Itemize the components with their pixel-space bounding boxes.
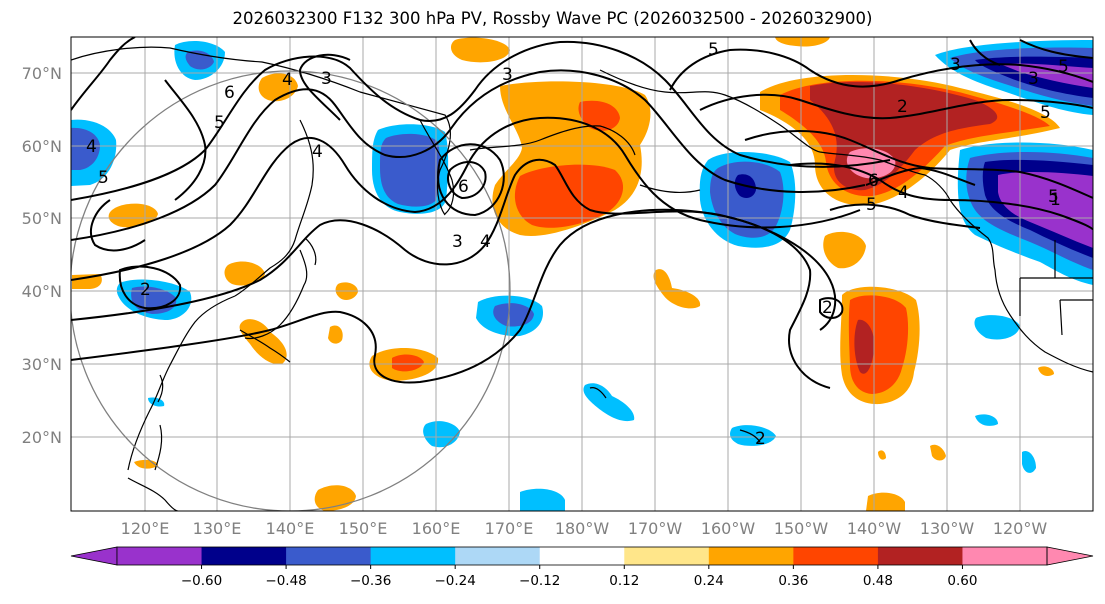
contour-label: 5 <box>214 113 225 133</box>
lon-label: 180°W <box>555 519 610 538</box>
lon-label: 130°W <box>920 519 975 538</box>
colorbar-bin <box>624 547 710 565</box>
longitude-labels: 120°E 130°E 140°E 150°E 160°E 170°E 180°… <box>121 519 1048 538</box>
lon-label: 160°E <box>412 519 461 538</box>
contour-labels: 5 6 5 4 3 2 3 4 5 6 5 4 3 3 4 5 6 2 2 2 … <box>86 40 1069 449</box>
contour-label: 4 <box>312 142 323 162</box>
positive-anomaly-small <box>72 37 1054 511</box>
colorbar-bin <box>877 547 963 565</box>
colorbar-tick-label: −0.60 <box>181 573 222 589</box>
positive-anomaly-subtropical <box>840 286 920 405</box>
colorbar-tick-label: −0.12 <box>519 573 560 589</box>
lon-label: 130°E <box>193 519 242 538</box>
contour-label: 5 <box>708 40 719 60</box>
contour-label: 6 <box>224 83 235 103</box>
lon-label: 150°E <box>339 519 388 538</box>
positive-anomaly-westpac <box>492 81 651 236</box>
colorbar-bin <box>286 547 372 565</box>
colorbar-bin <box>201 547 287 565</box>
colorbar-under-arrow <box>70 546 118 566</box>
colorbar-tick-label: 0.36 <box>778 573 808 589</box>
contour-label: 2 <box>897 97 908 117</box>
map-frame <box>70 36 1094 512</box>
lat-label: 60°N <box>22 137 62 156</box>
contour-label: 4 <box>480 232 491 252</box>
contour-label: 3 <box>950 55 961 75</box>
lat-label: 30°N <box>22 355 62 374</box>
colorbar-bin <box>455 547 541 565</box>
lat-label: 20°N <box>22 428 62 447</box>
contour-label: 5 <box>866 195 877 215</box>
colorbar-tick-label: −0.36 <box>350 573 391 589</box>
colorbar-bin <box>370 547 456 565</box>
contour-label: 4 <box>282 70 293 90</box>
lon-label: 140°W <box>847 519 902 538</box>
colorbar-tick-label: 0.24 <box>694 573 724 589</box>
contour-label: 3 <box>452 232 463 252</box>
latitude-labels: 70°N 60°N 50°N 40°N 30°N 20°N <box>22 64 62 447</box>
lon-label: 160°W <box>701 519 756 538</box>
lon-label: 120°E <box>121 519 170 538</box>
lon-label: 150°W <box>774 519 829 538</box>
contour-label: 2 <box>140 280 151 300</box>
lon-label: 170°E <box>485 519 534 538</box>
colorbar-bin <box>539 547 625 565</box>
contour-label: 5 <box>98 168 109 188</box>
positive-anomaly-alaska <box>760 75 1060 206</box>
contour-label: 5 <box>1048 187 1059 207</box>
lat-label: 40°N <box>22 282 62 301</box>
negative-anomaly-okhotsk <box>372 124 449 214</box>
contour-label: 6 <box>458 177 469 197</box>
colorbar-bin <box>708 547 794 565</box>
pv-contours <box>71 37 1093 389</box>
colorbar-tick-label: 0.48 <box>863 573 893 589</box>
colorbar-over-arrow <box>1046 546 1094 566</box>
contour-label: 4 <box>898 183 909 203</box>
contour-label: 4 <box>86 137 97 157</box>
contour-label: 2 <box>822 298 833 318</box>
contour-label: 6 <box>868 171 879 191</box>
contour-label: 3 <box>321 69 332 89</box>
lon-label: 120°W <box>993 519 1048 538</box>
lon-label: 170°W <box>628 519 683 538</box>
negative-anomaly-arctic <box>935 40 1093 115</box>
contour-label: 3 <box>1028 69 1039 89</box>
pv-anomaly-shading <box>71 37 1093 511</box>
map-title: 2026032300 F132 300 hPa PV, Rossby Wave … <box>232 9 873 28</box>
contour-label: 3 <box>502 65 513 85</box>
colorbar-tick-label: −0.24 <box>434 573 475 589</box>
rossby-wave-circle <box>71 70 511 511</box>
lon-label: 140°E <box>266 519 315 538</box>
lat-label: 50°N <box>22 209 62 228</box>
colorbar-bin <box>962 547 1048 565</box>
contour-label: 1 <box>1050 190 1061 210</box>
colorbar-tick-label: 0.60 <box>947 573 977 589</box>
colorbar-tick-label: 0.12 <box>609 573 639 589</box>
colorbar-bin <box>117 547 203 565</box>
lat-label: 70°N <box>22 64 62 83</box>
colorbar-tick-label: −0.48 <box>265 573 306 589</box>
negative-anomaly-na-trough <box>957 142 1093 285</box>
contour-label: 2 <box>755 429 766 449</box>
colorbar: −0.60 −0.48 −0.36 −0.24 −0.12 0.12 0.24 0.36 0.4… <box>70 546 1094 589</box>
contour-label: 5 <box>1040 103 1051 123</box>
colorbar-bin <box>793 547 879 565</box>
contour-label: 5 <box>1058 57 1069 77</box>
